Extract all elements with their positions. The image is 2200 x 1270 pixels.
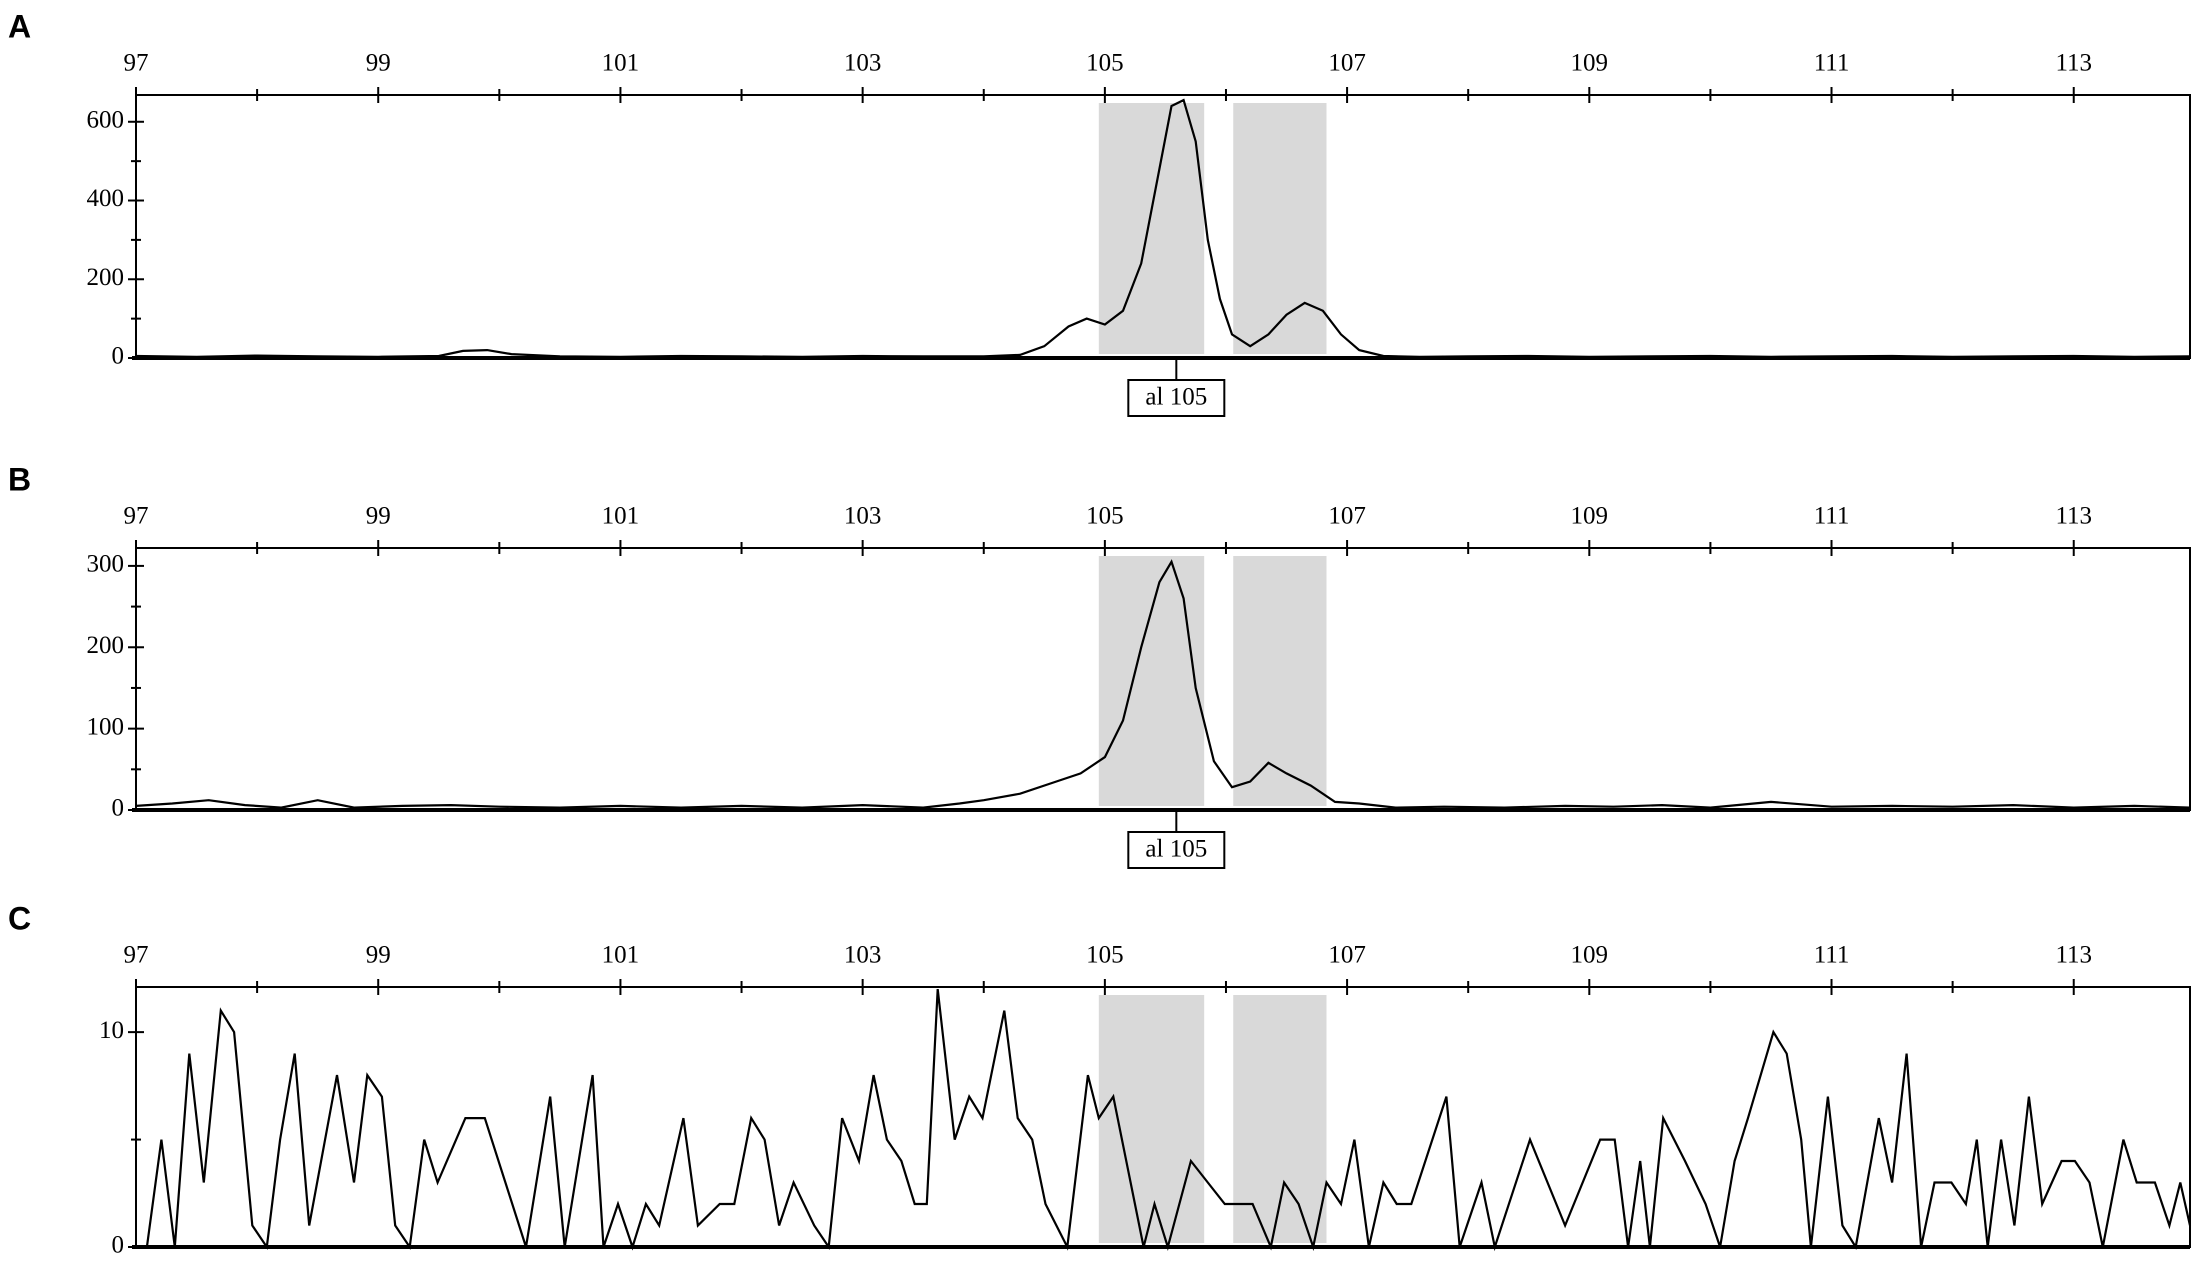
x-tick-label: 101 [602, 503, 640, 530]
x-tick-label: 113 [2055, 942, 2092, 969]
y-tick-label: 200 [87, 632, 125, 659]
panel-label: B [8, 461, 31, 497]
shaded-range [1098, 103, 1205, 354]
shaded-range [1098, 556, 1205, 806]
x-tick-label: 113 [2055, 50, 2092, 77]
annotation-box [1127, 379, 1226, 417]
x-tick-label: 105 [1086, 942, 1124, 969]
y-tick-label: 100 [87, 713, 125, 740]
x-tick-label: 97 [124, 50, 149, 77]
x-tick-label: 101 [602, 50, 640, 77]
y-tick-label: 600 [87, 107, 125, 134]
x-tick-label: 111 [1814, 942, 1850, 969]
x-tick-label: 103 [844, 50, 882, 77]
x-tick-label: 105 [1086, 50, 1124, 77]
x-tick-label: 97 [124, 503, 149, 530]
x-tick-label: 105 [1086, 503, 1124, 530]
annotation-label: al 105 [1145, 384, 1207, 411]
x-tick-label: 99 [366, 50, 391, 77]
x-tick-label: 109 [1571, 942, 1609, 969]
x-tick-label: 111 [1814, 50, 1850, 77]
annotation-box [1127, 831, 1226, 869]
trace [135, 559, 2191, 809]
x-tick-label: 107 [1328, 942, 1366, 969]
x-tick-label: 111 [1814, 503, 1850, 530]
y-tick-label: 0 [112, 795, 125, 822]
panel: C 97 99 101 103 105 107 109 111 113 0 10 [8, 900, 2192, 1259]
x-tick-label: 107 [1328, 50, 1366, 77]
y-tick-label: 300 [87, 551, 125, 578]
y-tick-label: 10 [99, 1017, 124, 1044]
y-tick-label: 200 [87, 264, 125, 291]
annotation-label: al 105 [1145, 836, 1207, 863]
x-tick-label: 103 [844, 503, 882, 530]
x-tick-label: 109 [1571, 50, 1609, 77]
x-tick-label: 97 [124, 942, 149, 969]
panel-label: A [8, 8, 31, 44]
x-tick-label: 99 [366, 942, 391, 969]
x-tick-label: 113 [2055, 503, 2092, 530]
panel-label: C [8, 900, 31, 936]
x-tick-label: 101 [602, 942, 640, 969]
panel: A 97 99 101 103 105 107 109 111 113 0 200 400 600 al 1… [8, 8, 2191, 417]
shaded-range [1233, 103, 1327, 354]
x-tick-label: 107 [1328, 503, 1366, 530]
x-tick-label: 103 [844, 942, 882, 969]
shaded-range [1098, 995, 1205, 1243]
x-tick-label: 109 [1571, 503, 1609, 530]
y-tick-label: 400 [87, 185, 125, 212]
y-tick-label: 0 [112, 343, 125, 370]
x-tick-label: 99 [366, 503, 391, 530]
y-tick-label: 0 [112, 1232, 125, 1259]
panel: B 97 99 101 103 105 107 109 111 113 0 100 200 300 al 1… [8, 461, 2191, 869]
trace [136, 988, 2192, 1252]
shaded-range [1233, 556, 1327, 806]
